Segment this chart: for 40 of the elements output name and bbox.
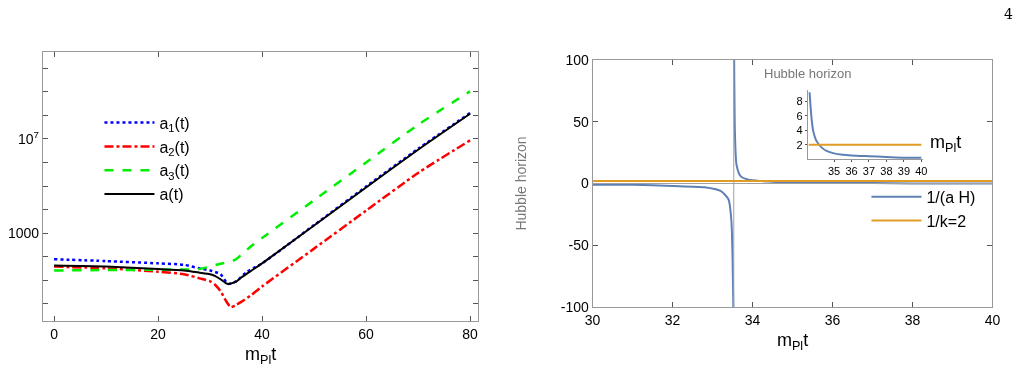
x-tick-label: 38 bbox=[880, 165, 893, 178]
y-axis-title: Hubble horizon bbox=[513, 136, 530, 231]
y-tick-label: 8 bbox=[796, 95, 803, 108]
chart-title: Hubble horizon bbox=[764, 66, 852, 81]
line-series bbox=[808, 91, 923, 159]
y-tick-label: 6 bbox=[796, 109, 803, 122]
x-tick-label: 40 bbox=[984, 311, 1001, 328]
x-tick-label: 80 bbox=[462, 325, 479, 342]
y-tick-label: -50 bbox=[568, 237, 590, 254]
x-tick-label: 32 bbox=[664, 311, 681, 328]
x-tick-label: 20 bbox=[150, 325, 167, 342]
y-tick-label: 50 bbox=[573, 113, 590, 130]
x-tick-label: 0 bbox=[50, 325, 59, 342]
x-tick-label: 40 bbox=[254, 325, 271, 342]
text: 4 bbox=[1004, 6, 1013, 22]
x-tick-label: 60 bbox=[358, 325, 375, 342]
legend-label: a(t) bbox=[159, 186, 184, 204]
x-tick-label: 39 bbox=[897, 165, 911, 178]
legend-label: a$_{2}$(t) bbox=[159, 138, 190, 158]
legend-label: a$_{1}$(t) bbox=[159, 114, 190, 135]
x-tick-label: 36 bbox=[824, 311, 841, 328]
line-series bbox=[52, 90, 472, 272]
legend-label: a$_{3}$(t) bbox=[159, 162, 190, 182]
x-tick-label: 38 bbox=[904, 311, 921, 328]
y-tick-label: 1000 bbox=[7, 225, 40, 242]
x-axis-title: m$_{Pl}$t bbox=[930, 132, 962, 155]
x-axis-title: m$_{Pl}$t bbox=[245, 343, 277, 367]
y-tick-label: 2 bbox=[796, 138, 803, 151]
y-tick-label: 100 bbox=[565, 51, 590, 68]
x-tick-label: 37 bbox=[862, 165, 876, 178]
line-series bbox=[52, 139, 472, 309]
x-axis-title: m$_{Pl}$t bbox=[776, 329, 809, 353]
legend-label: 1/k=2 bbox=[926, 212, 967, 230]
y-tick-label: 4 bbox=[796, 124, 803, 137]
x-tick-label: 36 bbox=[845, 165, 858, 178]
y-tick-label: 10$^{7}$ bbox=[18, 128, 40, 147]
x-tick-label: 34 bbox=[744, 311, 761, 328]
x-tick-label: 40 bbox=[915, 165, 928, 178]
x-tick-label: 35 bbox=[827, 165, 841, 178]
legend-label: 1/(a H) bbox=[926, 188, 976, 206]
